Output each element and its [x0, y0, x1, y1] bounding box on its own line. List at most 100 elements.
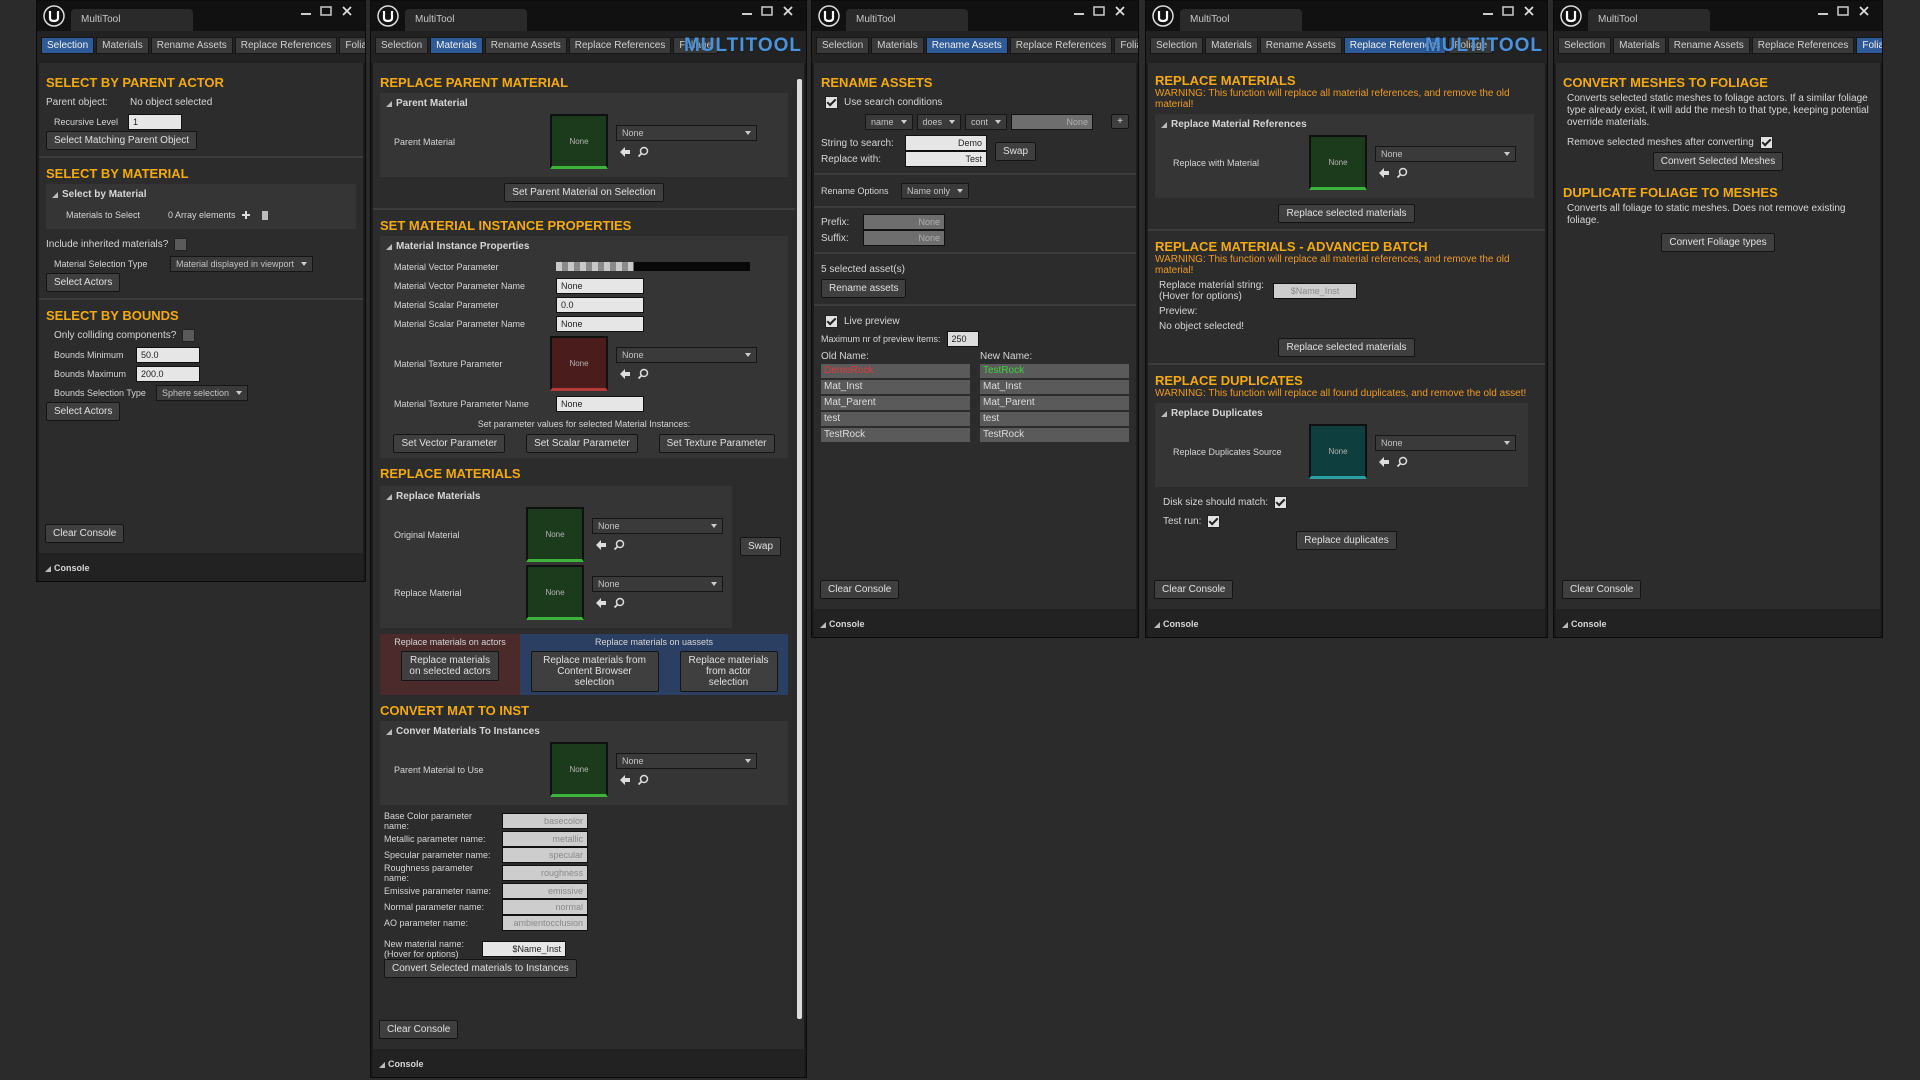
- input-field[interactable]: None: [863, 214, 945, 230]
- button[interactable]: Clear Console: [1154, 580, 1234, 599]
- tab[interactable]: Rename Assets: [484, 37, 567, 54]
- checkbox[interactable]: [825, 315, 838, 328]
- button[interactable]: Rename assets: [821, 279, 907, 298]
- tab[interactable]: Selection: [41, 37, 95, 54]
- button[interactable]: Clear Console: [820, 580, 900, 599]
- button[interactable]: +: [1111, 114, 1129, 129]
- dropdown[interactable]: name: [865, 113, 913, 130]
- button[interactable]: Select Actors: [46, 402, 121, 421]
- tab[interactable]: Replace References: [1009, 37, 1113, 54]
- tab[interactable]: Selection: [1558, 37, 1612, 54]
- input-field[interactable]: $Name_Inst: [482, 941, 566, 957]
- input-field[interactable]: None: [556, 315, 644, 332]
- thumbnail[interactable]: None: [1309, 424, 1367, 479]
- tab[interactable]: Materials: [96, 37, 149, 54]
- tab[interactable]: Foliage: [339, 37, 365, 54]
- tab[interactable]: Replace References: [1343, 37, 1447, 54]
- thumbnail[interactable]: None: [550, 336, 608, 391]
- button[interactable]: Replace materials from actor selection: [679, 651, 778, 692]
- button[interactable]: Convert Selected Meshes: [1652, 152, 1784, 171]
- tab[interactable]: Selection: [816, 37, 870, 54]
- dropdown[interactable]: does: [916, 113, 962, 130]
- input-field[interactable]: roughness: [502, 865, 588, 881]
- checkbox[interactable]: [1274, 496, 1288, 509]
- engine-logo[interactable]: [377, 5, 399, 27]
- array-icons[interactable]: [241, 209, 270, 221]
- checkbox[interactable]: [1759, 136, 1773, 149]
- button[interactable]: Clear Console: [45, 524, 125, 543]
- input-field[interactable]: 50.0: [136, 346, 200, 363]
- thumbnail[interactable]: None: [526, 507, 584, 562]
- input-field[interactable]: 200.0: [136, 365, 200, 382]
- tab[interactable]: Foliage: [1114, 37, 1138, 54]
- input-field[interactable]: 1: [128, 113, 182, 130]
- button[interactable]: Set Scalar Parameter: [526, 434, 638, 453]
- tab[interactable]: Foliage: [1856, 37, 1882, 54]
- tab[interactable]: Selection: [1150, 37, 1204, 54]
- tab[interactable]: Rename Assets: [925, 37, 1008, 54]
- button[interactable]: Set Parent Material on Selection: [504, 183, 664, 202]
- engine-logo[interactable]: [1152, 5, 1174, 27]
- tab[interactable]: Foliage: [1448, 37, 1494, 54]
- input-field[interactable]: specular: [502, 847, 588, 863]
- tab[interactable]: Rename Assets: [150, 37, 233, 54]
- thumbnail[interactable]: None: [550, 114, 608, 169]
- input-field[interactable]: 0.0: [556, 296, 644, 313]
- button[interactable]: Swap: [740, 537, 782, 556]
- tab[interactable]: Materials: [1205, 37, 1258, 54]
- input-field[interactable]: 250: [946, 331, 979, 347]
- tab[interactable]: Replace References: [234, 37, 338, 54]
- group-header[interactable]: Replace Material References: [1161, 119, 1528, 130]
- button[interactable]: Convert Selected materials to Instances: [384, 959, 577, 978]
- console-header[interactable]: Console: [379, 1059, 424, 1069]
- engine-logo[interactable]: [1560, 5, 1582, 27]
- button[interactable]: Select Actors: [46, 273, 121, 292]
- asset-picker-icons[interactable]: [1375, 167, 1415, 179]
- checkbox[interactable]: [825, 96, 838, 109]
- dropdown[interactable]: None: [616, 753, 757, 769]
- scrollbar[interactable]: [797, 79, 802, 1019]
- asset-picker-icons[interactable]: [592, 597, 632, 609]
- group-header[interactable]: Conver Materials To Instances: [386, 726, 782, 737]
- dropdown[interactable]: Material displayed in viewport: [170, 255, 314, 272]
- asset-picker-icons[interactable]: [616, 774, 656, 786]
- input-field[interactable]: ambientocclusion: [502, 915, 588, 931]
- input-field[interactable]: basecolor: [502, 813, 588, 829]
- button[interactable]: Select Matching Parent Object: [46, 131, 198, 150]
- input-field[interactable]: None: [556, 277, 644, 294]
- group-header[interactable]: Replace Materials: [386, 491, 726, 502]
- input-field[interactable]: metallic: [502, 831, 588, 847]
- button[interactable]: Clear Console: [379, 1020, 459, 1039]
- group-header[interactable]: Select by Material: [52, 189, 350, 200]
- tab[interactable]: Rename Assets: [1259, 37, 1342, 54]
- button[interactable]: Replace selected materials: [1278, 204, 1415, 223]
- dropdown[interactable]: None: [616, 347, 757, 363]
- thumbnail[interactable]: None: [550, 742, 608, 797]
- group-header[interactable]: Replace Duplicates: [1161, 408, 1522, 419]
- button[interactable]: Replace duplicates: [1296, 531, 1397, 550]
- console-header[interactable]: Console: [1154, 619, 1199, 629]
- button[interactable]: Set Vector Parameter: [393, 434, 506, 453]
- button[interactable]: Convert Foliage types: [1661, 233, 1775, 252]
- dropdown[interactable]: None: [1375, 435, 1516, 451]
- asset-picker-icons[interactable]: [1375, 456, 1415, 468]
- input-field[interactable]: Test: [905, 151, 987, 167]
- asset-picker-icons[interactable]: [592, 539, 632, 551]
- dropdown[interactable]: None: [616, 125, 757, 141]
- thumbnail[interactable]: None: [1309, 135, 1367, 190]
- input-field[interactable]: emissive: [502, 883, 588, 899]
- engine-logo[interactable]: [818, 5, 840, 27]
- checkbox[interactable]: [182, 329, 196, 342]
- console-header[interactable]: Console: [45, 563, 90, 573]
- engine-logo[interactable]: [43, 5, 65, 27]
- checkbox[interactable]: [1207, 515, 1221, 528]
- input-field[interactable]: normal: [502, 899, 588, 915]
- window-controls[interactable]: [1816, 5, 1876, 19]
- asset-picker-icons[interactable]: [616, 368, 656, 380]
- dropdown[interactable]: Sphere selection: [156, 384, 249, 401]
- button[interactable]: Replace materials from Content Browser s…: [530, 651, 659, 692]
- input-field[interactable]: None: [863, 230, 945, 246]
- console-header[interactable]: Console: [1562, 619, 1607, 629]
- dropdown[interactable]: Name only: [901, 182, 970, 199]
- window-controls[interactable]: [1072, 5, 1132, 19]
